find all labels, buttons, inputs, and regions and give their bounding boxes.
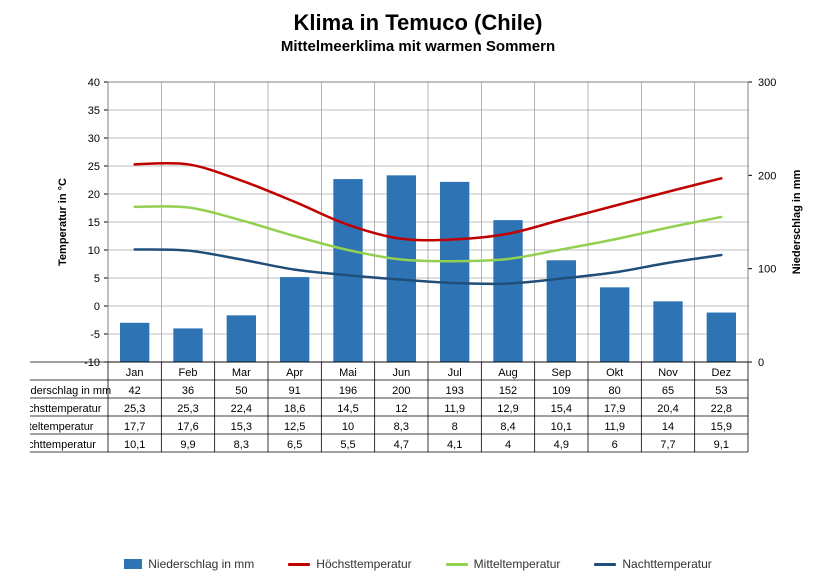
svg-text:50: 50 (235, 385, 247, 397)
svg-text:Aug: Aug (498, 367, 518, 379)
legend-swatch-line (446, 563, 468, 566)
legend-swatch-line (288, 563, 310, 566)
chart-area: -10 -5 0 5 10 15 20 25 30 35 40 0 100 200 300 Temperatu… (30, 76, 806, 556)
legend-item-night: Nachttemperatur (594, 557, 711, 571)
svg-text:8,3: 8,3 (234, 439, 249, 451)
svg-text:152: 152 (499, 385, 517, 397)
svg-text:6,5: 6,5 (287, 439, 302, 451)
svg-text:Niederschlag in mm: Niederschlag in mm (30, 385, 111, 397)
svg-text:15,9: 15,9 (711, 421, 732, 433)
svg-text:11,9: 11,9 (444, 403, 465, 415)
chart-title: Klima in Temuco (Chile) (0, 10, 836, 36)
svg-text:Nov: Nov (658, 367, 678, 379)
legend-label: Niederschlag in mm (148, 557, 254, 571)
svg-text:4: 4 (505, 439, 511, 451)
svg-text:-5: -5 (90, 329, 100, 341)
svg-text:-10: -10 (84, 357, 100, 369)
svg-text:300: 300 (758, 77, 776, 89)
svg-text:14: 14 (662, 421, 674, 433)
svg-text:9,9: 9,9 (180, 439, 195, 451)
svg-text:10: 10 (88, 245, 100, 257)
svg-text:22,4: 22,4 (231, 403, 252, 415)
svg-text:53: 53 (715, 385, 727, 397)
svg-text:12,9: 12,9 (497, 403, 518, 415)
svg-text:5: 5 (94, 273, 100, 285)
svg-text:10: 10 (342, 421, 354, 433)
legend: Niederschlag in mm Höchsttemperatur Mitt… (0, 557, 836, 571)
svg-text:Okt: Okt (606, 367, 623, 379)
svg-text:5,5: 5,5 (340, 439, 355, 451)
legend-label: Höchsttemperatur (316, 557, 411, 571)
legend-item-mean: Mitteltemperatur (446, 557, 561, 571)
svg-text:Nachttemperatur: Nachttemperatur (30, 439, 96, 451)
svg-text:7,7: 7,7 (660, 439, 675, 451)
svg-text:15: 15 (88, 217, 100, 229)
chart-subtitle: Mittelmeerklima mit warmen Sommern (0, 38, 836, 55)
svg-text:25,3: 25,3 (124, 403, 145, 415)
svg-text:20,4: 20,4 (657, 403, 678, 415)
svg-text:65: 65 (662, 385, 674, 397)
svg-text:17,6: 17,6 (177, 421, 198, 433)
svg-text:9,1: 9,1 (714, 439, 729, 451)
legend-label: Nachttemperatur (622, 557, 711, 571)
svg-text:11,9: 11,9 (604, 421, 625, 433)
svg-text:0: 0 (94, 301, 100, 313)
svg-text:35: 35 (88, 105, 100, 117)
svg-text:Apr: Apr (286, 367, 303, 379)
svg-text:Niederschlag in mm: Niederschlag in mm (791, 170, 803, 275)
svg-text:15,4: 15,4 (551, 403, 572, 415)
svg-text:40: 40 (88, 77, 100, 89)
svg-text:Jan: Jan (126, 367, 144, 379)
svg-text:12,5: 12,5 (284, 421, 305, 433)
svg-text:15,3: 15,3 (231, 421, 252, 433)
svg-text:20: 20 (88, 189, 100, 201)
climate-chart-container: Klima in Temuco (Chile) Mittelmeerklima … (0, 10, 836, 575)
svg-text:25: 25 (88, 161, 100, 173)
svg-text:10,1: 10,1 (124, 439, 145, 451)
svg-text:17,9: 17,9 (604, 403, 625, 415)
legend-item-precipitation: Niederschlag in mm (124, 557, 254, 571)
svg-text:10,1: 10,1 (551, 421, 572, 433)
svg-text:25,3: 25,3 (177, 403, 198, 415)
chart-svg: -10 -5 0 5 10 15 20 25 30 35 40 0 100 200 300 Temperatu… (30, 76, 806, 496)
svg-text:Jun: Jun (392, 367, 410, 379)
svg-text:8,3: 8,3 (394, 421, 409, 433)
svg-text:91: 91 (289, 385, 301, 397)
svg-text:18,6: 18,6 (284, 403, 305, 415)
legend-swatch-bar (124, 559, 142, 569)
svg-text:100: 100 (758, 264, 776, 276)
svg-text:193: 193 (445, 385, 463, 397)
svg-text:Dez: Dez (712, 367, 732, 379)
svg-text:4,9: 4,9 (554, 439, 569, 451)
svg-text:80: 80 (609, 385, 621, 397)
svg-text:14,5: 14,5 (337, 403, 358, 415)
legend-item-high: Höchsttemperatur (288, 557, 411, 571)
svg-text:8: 8 (452, 421, 458, 433)
svg-text:200: 200 (392, 385, 410, 397)
svg-text:Mai: Mai (339, 367, 357, 379)
svg-text:30: 30 (88, 133, 100, 145)
svg-text:36: 36 (182, 385, 194, 397)
svg-text:196: 196 (339, 385, 357, 397)
svg-text:109: 109 (552, 385, 570, 397)
svg-text:Jul: Jul (448, 367, 462, 379)
svg-text:42: 42 (129, 385, 141, 397)
svg-text:0: 0 (758, 357, 764, 369)
svg-text:200: 200 (758, 170, 776, 182)
svg-text:Sep: Sep (552, 367, 572, 379)
svg-text:4,7: 4,7 (394, 439, 409, 451)
svg-text:Temperatur in °C: Temperatur in °C (57, 178, 69, 266)
svg-text:6: 6 (612, 439, 618, 451)
svg-text:Mar: Mar (232, 367, 251, 379)
legend-label: Mitteltemperatur (474, 557, 561, 571)
svg-text:17,7: 17,7 (124, 421, 145, 433)
svg-text:12: 12 (395, 403, 407, 415)
svg-text:Feb: Feb (179, 367, 198, 379)
svg-text:4,1: 4,1 (447, 439, 462, 451)
svg-text:8,4: 8,4 (500, 421, 515, 433)
svg-text:22,8: 22,8 (711, 403, 732, 415)
svg-text:Höchsttemperatur: Höchsttemperatur (30, 403, 102, 415)
legend-swatch-line (594, 563, 616, 566)
svg-text:Mitteltemperatur: Mitteltemperatur (30, 421, 94, 433)
